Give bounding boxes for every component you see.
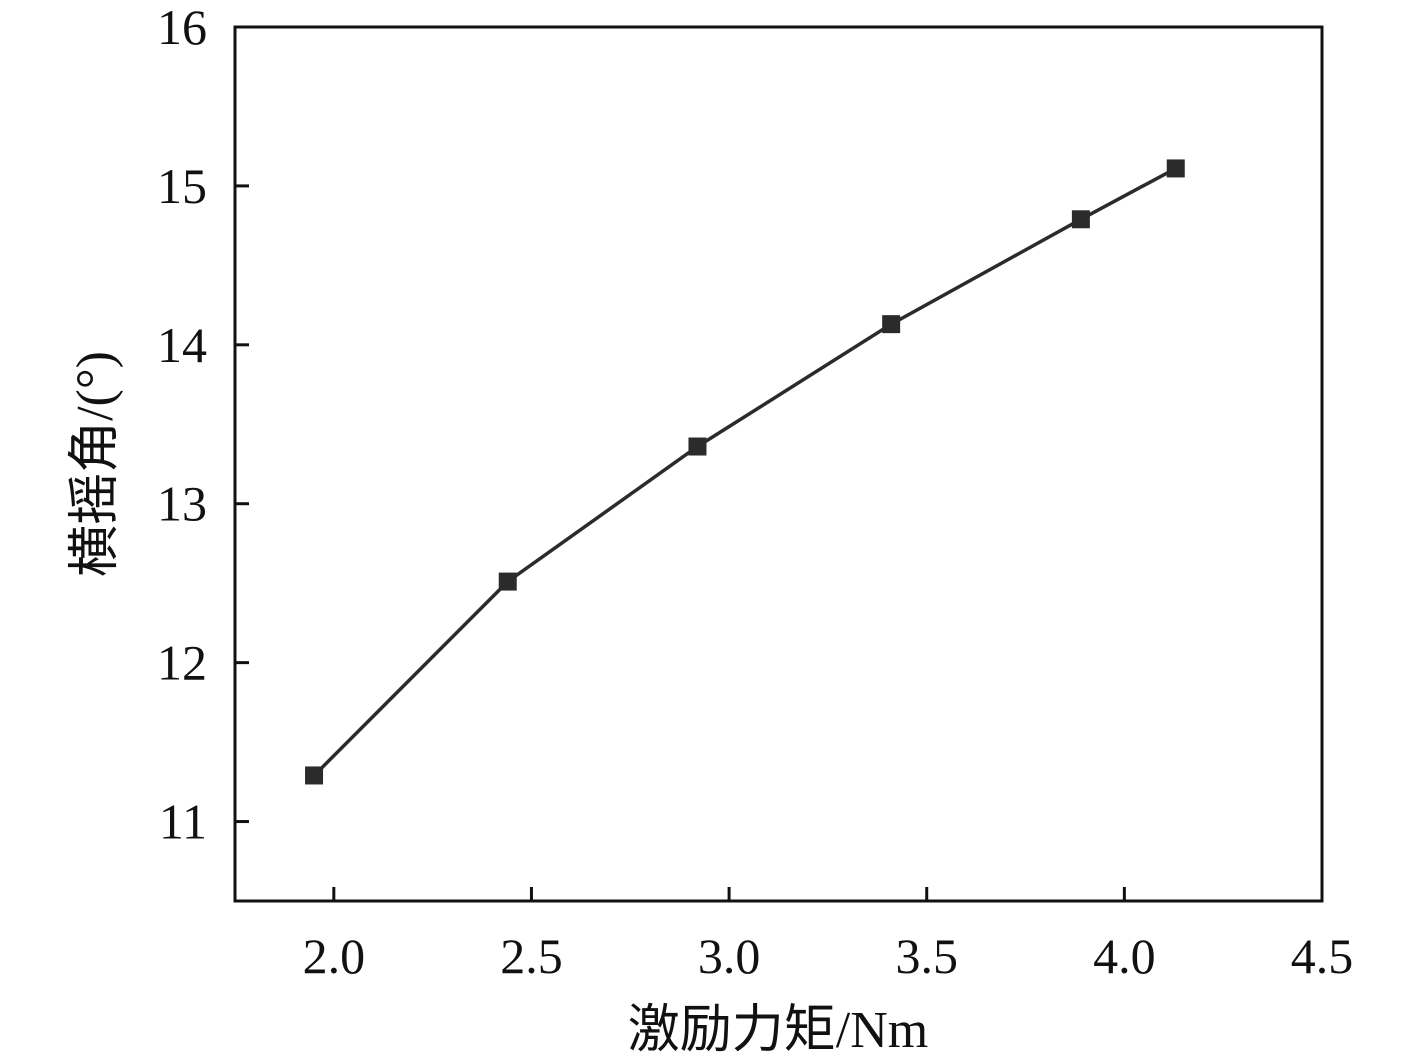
- y-tick-label: 15: [157, 158, 207, 214]
- data-point-marker: [305, 766, 324, 785]
- x-tick-label: 2.0: [303, 928, 366, 984]
- x-axis-ticks: 2.0 2.5 3.0 3.5 4.0 4.5: [303, 887, 1354, 984]
- x-axis-label: 激励力矩/Nm: [628, 1002, 928, 1059]
- series-layer: [305, 159, 1185, 785]
- series-line: [312, 166, 1177, 777]
- y-axis-label: 横摇角/(°): [67, 351, 124, 577]
- y-tick-label: 11: [159, 794, 207, 850]
- y-tick-label: 16: [157, 0, 207, 55]
- x-tick-label: 2.5: [500, 928, 563, 984]
- data-point-marker: [688, 437, 707, 456]
- x-tick-label: 4.0: [1093, 928, 1156, 984]
- data-point-marker: [1071, 210, 1090, 229]
- plot-frame: [233, 25, 1324, 903]
- y-tick-label: 12: [157, 635, 207, 691]
- x-tick-label: 3.0: [698, 928, 761, 984]
- y-tick-label: 13: [157, 476, 207, 532]
- y-tick-label: 14: [157, 317, 207, 373]
- x-tick-label: 3.5: [895, 928, 958, 984]
- y-axis-ticks: 11 12 13 14 15 16: [157, 0, 249, 850]
- data-point-marker: [1166, 159, 1185, 178]
- data-point-marker: [498, 572, 517, 591]
- data-point-marker: [882, 315, 901, 334]
- x-tick-label: 4.5: [1291, 928, 1354, 984]
